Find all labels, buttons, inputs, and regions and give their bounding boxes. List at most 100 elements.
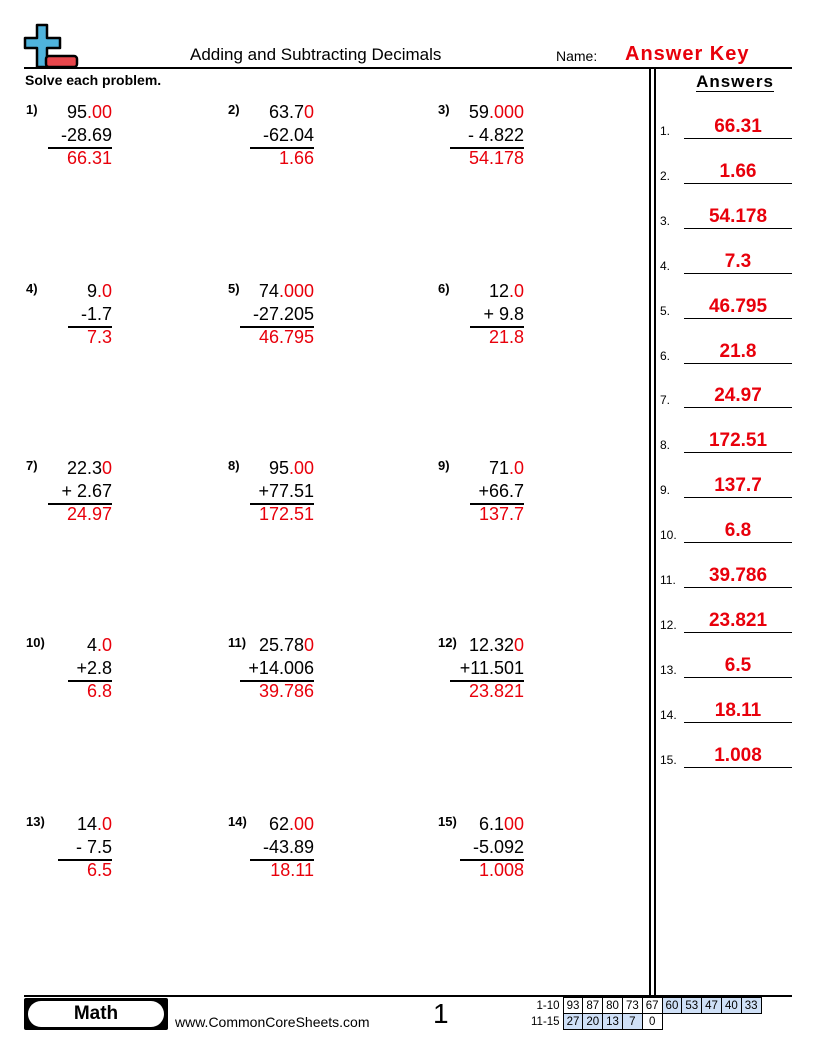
sum-rule bbox=[470, 326, 524, 328]
padding-zeros: 0 bbox=[303, 102, 314, 122]
score-cell: 40 bbox=[720, 997, 742, 1014]
footer-divider bbox=[24, 995, 792, 997]
top-digits: 9 bbox=[86, 281, 97, 301]
problem-top-number: 74.000 bbox=[259, 281, 314, 302]
problem-number: 11) bbox=[228, 635, 247, 650]
problem-top-number: 63.70 bbox=[269, 102, 314, 123]
problem-answer: 137.7 bbox=[478, 504, 524, 524]
problem-top-number: 62.00 bbox=[269, 814, 314, 835]
top-digits: 95 bbox=[268, 458, 289, 478]
problem: 2) 63.70 -62.04 1.66 bbox=[228, 102, 388, 202]
answer-row: 1. 66.31 bbox=[660, 110, 792, 140]
problem-operand: -43.89 bbox=[262, 837, 314, 857]
answer-value: 66.31 bbox=[684, 116, 792, 139]
page-number: 1 bbox=[433, 998, 449, 1029]
padding-zeros: .0 bbox=[96, 281, 112, 301]
answer-number: 15. bbox=[660, 752, 677, 767]
problem-top-number: 95.00 bbox=[67, 102, 112, 123]
answer-value: 172.51 bbox=[684, 430, 792, 454]
problem: 5) 74.000 -27.205 46.795 bbox=[228, 281, 388, 381]
problem-top-number: 14.0 bbox=[77, 814, 112, 835]
top-digits: 12 bbox=[488, 281, 509, 301]
sum-rule bbox=[48, 147, 112, 149]
problem: 7) 22.30 + 2.67 24.97 bbox=[26, 458, 186, 558]
top-digits: 95 bbox=[66, 102, 87, 122]
problem: 15) 6.100 -5.092 1.008 bbox=[438, 814, 598, 914]
problem-answer: 172.51 bbox=[258, 504, 314, 524]
subject-badge: Math bbox=[24, 998, 168, 1030]
top-digits: 14 bbox=[76, 814, 97, 834]
top-digits: 74 bbox=[258, 281, 279, 301]
answer-value: 39.786 bbox=[684, 565, 792, 588]
top-digits: 4 bbox=[86, 635, 97, 655]
sum-rule bbox=[450, 147, 524, 149]
problem-answer: 18.11 bbox=[270, 860, 314, 880]
problem-operand: -28.69 bbox=[60, 125, 112, 145]
answer-row: 3. 54.178 bbox=[660, 200, 792, 230]
answer-number: 12. bbox=[660, 617, 677, 632]
problem-number: 5) bbox=[228, 281, 240, 296]
answer-value: 137.7 bbox=[684, 475, 792, 499]
answer-row: 5. 46.795 bbox=[660, 290, 792, 320]
answer-value: 1.66 bbox=[684, 161, 792, 184]
answer-value: 1.008 bbox=[684, 745, 792, 768]
problem-operand: +2.8 bbox=[76, 658, 112, 678]
problem: 13) 14.0 - 7.5 6.5 bbox=[26, 814, 186, 914]
sum-rule bbox=[48, 503, 112, 505]
answer-number: 8. bbox=[660, 438, 671, 453]
score-row: 1-10 93 87 80 73 67 60 53 47 40 33 bbox=[528, 997, 762, 1014]
problem-answer: 23.821 bbox=[468, 681, 524, 701]
problem-number: 8) bbox=[228, 458, 240, 473]
answer-number: 10. bbox=[660, 528, 677, 543]
problem: 14) 62.00 -43.89 18.11 bbox=[228, 814, 388, 914]
top-digits: 12.32 bbox=[468, 635, 514, 655]
problem-number: 3) bbox=[438, 102, 450, 117]
answer-number: 14. bbox=[660, 707, 677, 722]
top-digits: 62 bbox=[268, 814, 289, 834]
score-row-label: 1-10 bbox=[536, 999, 560, 1012]
answer-number: 6. bbox=[660, 348, 671, 363]
top-digits: 25.78 bbox=[258, 635, 304, 655]
site-url: www.CommonCoreSheets.com bbox=[175, 1014, 370, 1030]
score-cell: 20 bbox=[582, 1013, 604, 1030]
sum-rule bbox=[58, 859, 112, 861]
problem-operand: -5.092 bbox=[472, 837, 524, 857]
answer-value: 18.11 bbox=[684, 700, 792, 723]
answer-row: 10. 6.8 bbox=[660, 514, 792, 544]
answer-value: 6.5 bbox=[684, 655, 792, 678]
padding-zeros: .0 bbox=[96, 814, 112, 834]
problem-answer: 24.97 bbox=[66, 504, 112, 524]
sum-rule bbox=[68, 326, 112, 328]
answer-number: 4. bbox=[660, 258, 671, 273]
problem-answer: 1.66 bbox=[278, 148, 314, 168]
answer-column-divider bbox=[649, 69, 651, 996]
answer-number: 7. bbox=[660, 393, 671, 408]
answer-number: 2. bbox=[660, 168, 671, 183]
answer-value: 7.3 bbox=[684, 251, 792, 274]
sum-rule bbox=[250, 859, 314, 861]
problem-top-number: 12.320 bbox=[469, 635, 524, 656]
score-cell: 87 bbox=[582, 997, 604, 1014]
problem-number: 1) bbox=[26, 102, 38, 117]
sum-rule bbox=[450, 680, 524, 682]
problem: 9) 71.0 +66.7 137.7 bbox=[438, 458, 598, 558]
plus-minus-logo-icon bbox=[23, 23, 79, 69]
padding-zeros: 0 bbox=[303, 635, 314, 655]
problem-operand: + 9.8 bbox=[483, 304, 524, 324]
top-digits: 6.1 bbox=[478, 814, 504, 834]
problem-top-number: 95.00 bbox=[269, 458, 314, 479]
answer-row: 11. 39.786 bbox=[660, 559, 792, 589]
answer-number: 11. bbox=[660, 573, 676, 587]
problem-answer: 46.795 bbox=[258, 327, 314, 347]
problem-operand: +14.006 bbox=[248, 658, 314, 678]
sum-rule bbox=[68, 680, 112, 682]
score-cell: 0 bbox=[641, 1013, 663, 1030]
problem-number: 14) bbox=[228, 814, 247, 829]
problem-operand: -62.04 bbox=[262, 125, 314, 145]
answer-row: 6. 21.8 bbox=[660, 335, 792, 365]
padding-zeros: 0 bbox=[513, 635, 524, 655]
answer-row: 4. 7.3 bbox=[660, 245, 792, 275]
top-digits: 59 bbox=[468, 102, 489, 122]
answer-number: 1. bbox=[660, 124, 671, 138]
score-row: 11-15 27 20 13 7 0 bbox=[528, 1013, 761, 1030]
